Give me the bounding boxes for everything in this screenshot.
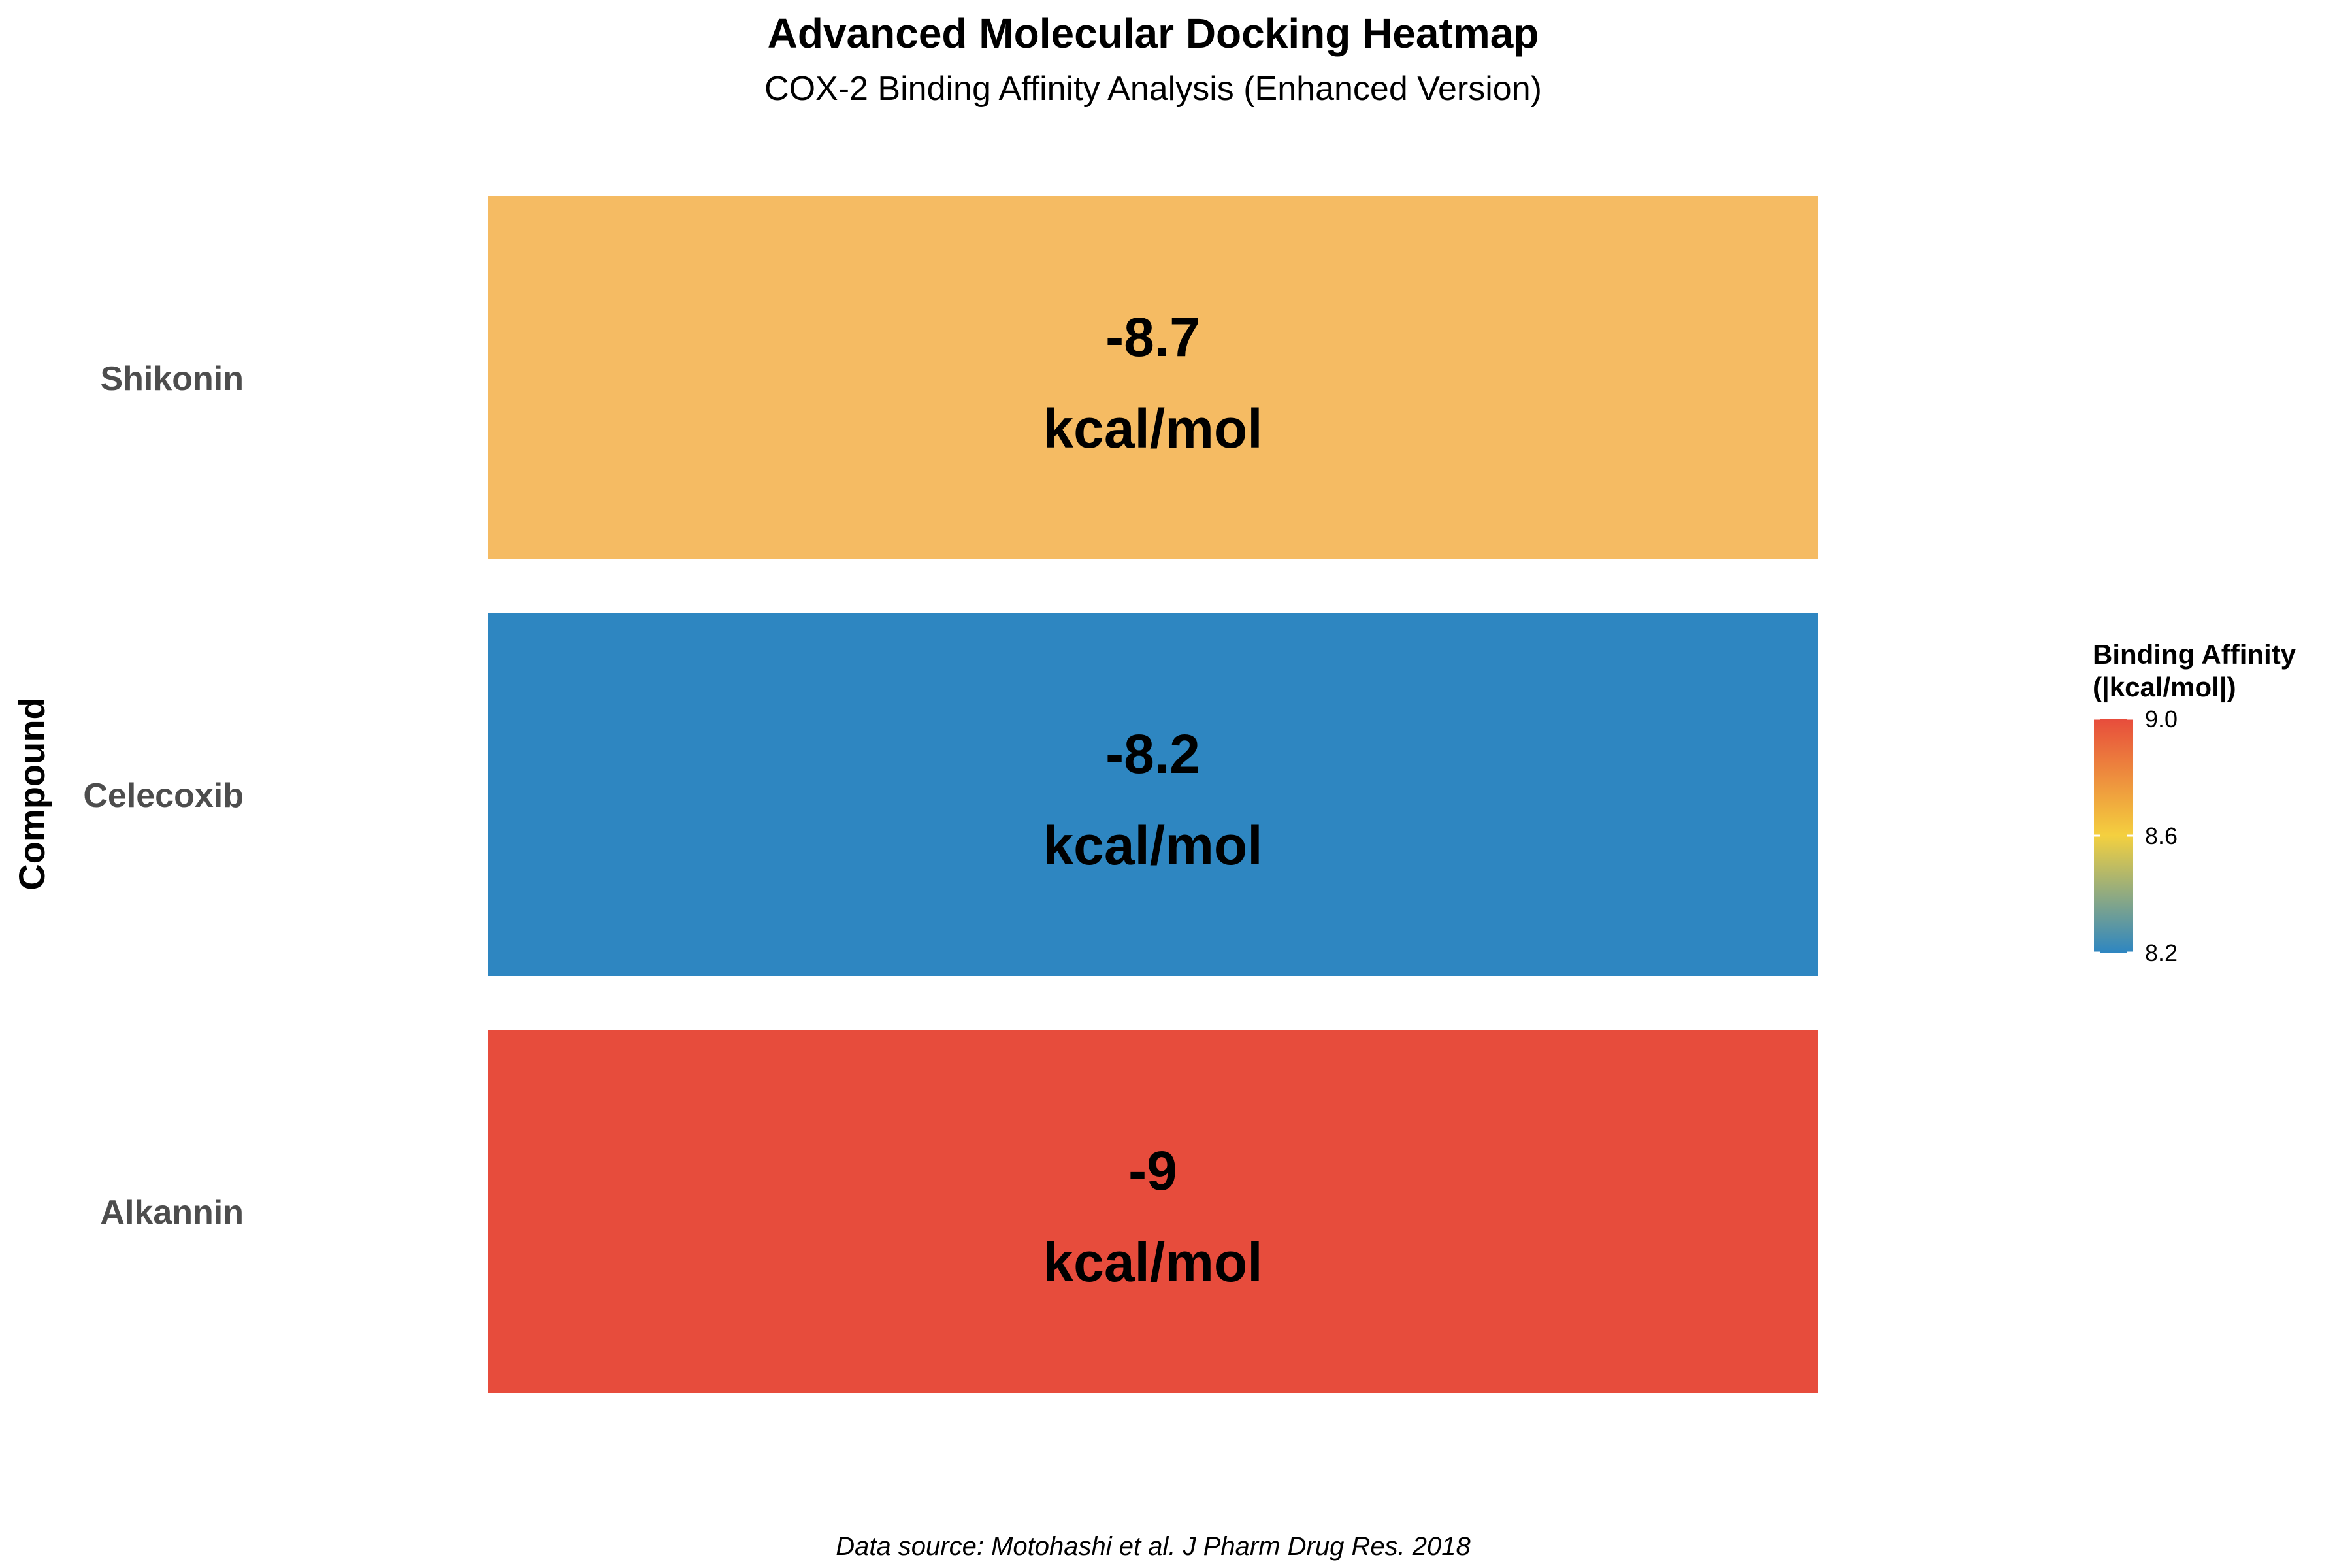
y-tick-labels: Shikonin Celecoxib Alkannin: [83, 360, 244, 1232]
legend-tick-label: 8.2: [2145, 939, 2178, 966]
cell-unit-label: kcal/mol: [1043, 1232, 1262, 1293]
y-tick-shikonin: Shikonin: [100, 360, 244, 398]
heatmap-cells: -8.7 kcal/mol -8.2 kcal/mol -9 kcal/mol: [488, 196, 1818, 1393]
legend-title-line1: Binding Affinity: [2093, 639, 2296, 670]
chart-subtitle: COX-2 Binding Affinity Analysis (Enhance…: [764, 70, 1542, 108]
y-tick-alkannin: Alkannin: [100, 1194, 244, 1232]
cell-unit-label: kcal/mol: [1043, 815, 1262, 876]
legend-tick-label: 8.6: [2145, 823, 2178, 849]
heatmap-cell-alkannin: [488, 1030, 1818, 1393]
heatmap-cell-shikonin: [488, 196, 1818, 559]
y-tick-celecoxib: Celecoxib: [83, 777, 244, 815]
legend-title-line2: (|kcal/mol|): [2093, 672, 2236, 703]
y-axis-label: Compound: [11, 697, 52, 890]
cell-value-label: -8.2: [1105, 723, 1200, 785]
legend: Binding Affinity (|kcal/mol|) 9.0 8.6 8.2: [2093, 639, 2296, 966]
legend-tick-label: 9.0: [2145, 706, 2178, 732]
chart-caption: Data source: Motohashi et al. J Pharm Dr…: [836, 1532, 1471, 1561]
cell-value-label: -8.7: [1105, 306, 1200, 368]
cell-value-label: -9: [1128, 1140, 1177, 1201]
cell-unit-label: kcal/mol: [1043, 398, 1262, 459]
legend-ticks: 9.0 8.6 8.2: [2094, 706, 2178, 966]
chart-title: Advanced Molecular Docking Heatmap: [768, 10, 1539, 57]
heatmap-cell-celecoxib: [488, 613, 1818, 976]
